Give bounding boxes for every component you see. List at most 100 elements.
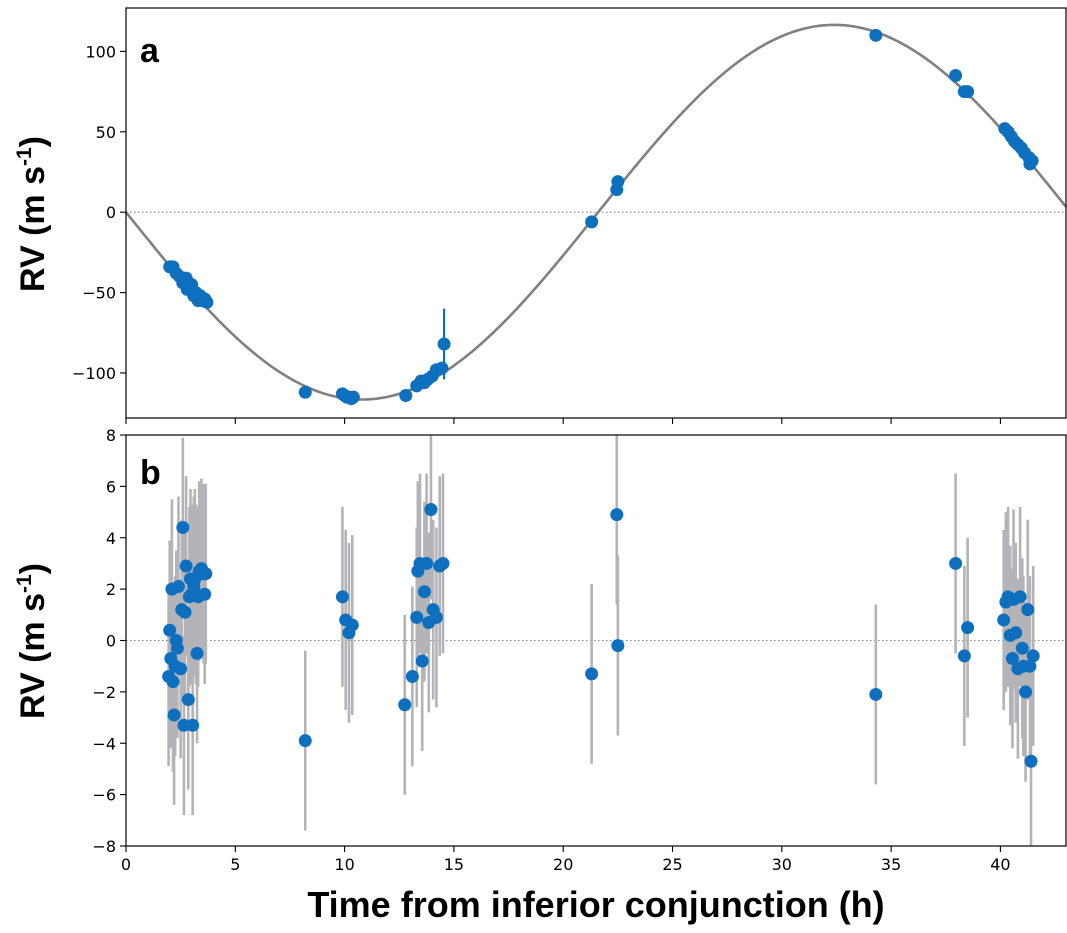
- panel-a-data-points: [163, 28, 1039, 406]
- data-point: [415, 654, 429, 668]
- data-point: [429, 610, 443, 624]
- data-point: [179, 559, 193, 573]
- panel-b-frame: [125, 434, 1067, 847]
- data-point: [611, 639, 625, 653]
- data-point: [178, 605, 192, 619]
- data-point: [398, 698, 412, 712]
- panel-b-errorbars: [167, 435, 1035, 846]
- y-tick-label: −2: [92, 683, 116, 702]
- x-tick-label: 30: [772, 855, 792, 874]
- data-point: [176, 520, 190, 534]
- panel-b-y-axis-title-sup: -1: [13, 574, 36, 593]
- x-tick-label: 35: [881, 855, 901, 874]
- panel-b-y-axis-title-close: ): [14, 563, 52, 574]
- data-point: [417, 585, 431, 599]
- data-point: [410, 610, 424, 624]
- data-point: [190, 646, 204, 660]
- data-point: [166, 675, 180, 689]
- data-point: [610, 508, 624, 522]
- data-point: [199, 567, 213, 581]
- data-point: [163, 623, 177, 637]
- data-point: [420, 556, 434, 570]
- y-tick-label: −6: [92, 786, 116, 805]
- data-point: [949, 69, 963, 83]
- panel-b-x-ticks: 0 5 10 15 20 25 30 35 40: [121, 846, 1011, 874]
- data-point: [346, 390, 360, 404]
- data-point: [200, 295, 214, 309]
- y-tick-label: −4: [92, 734, 116, 753]
- x-tick-label: 15: [444, 855, 464, 874]
- model-curve: [124, 23, 1067, 401]
- data-point: [437, 337, 451, 351]
- data-point: [869, 28, 883, 42]
- data-point: [345, 618, 359, 632]
- panel-b-y-axis-title: RV (m s-1): [13, 563, 52, 719]
- data-point: [167, 708, 181, 722]
- x-tick-label: 10: [334, 855, 354, 874]
- y-tick-label: 8: [106, 426, 116, 445]
- data-point: [1005, 651, 1019, 665]
- y-tick-label: 100: [85, 42, 116, 61]
- data-point: [1025, 154, 1039, 168]
- data-point: [171, 580, 185, 594]
- x-tick-label: 20: [553, 855, 573, 874]
- data-point: [585, 667, 599, 681]
- data-point: [186, 718, 200, 732]
- data-point: [174, 662, 188, 676]
- data-point: [181, 693, 195, 707]
- y-tick-label: −100: [72, 364, 116, 383]
- y-tick-label: −50: [82, 284, 116, 303]
- data-point: [1026, 649, 1040, 663]
- y-tick-label: −8: [92, 837, 116, 856]
- data-point: [198, 587, 212, 601]
- x-axis-title: Time from inferior conjunction (h): [307, 884, 884, 925]
- panel-a-y-axis-title-main: RV (m s: [14, 166, 52, 292]
- panel-a-x-ticks: [125, 418, 1001, 424]
- x-tick-label: 25: [662, 855, 682, 874]
- y-tick-label: 0: [106, 203, 116, 222]
- data-point: [611, 175, 625, 189]
- data-point: [1009, 626, 1023, 640]
- panel-a-frame: [125, 7, 1067, 419]
- panel-b: −8 −6 −4 −2 0 2 4 6 8 0 5 10 15 20 25 30 35 40 b: [92, 426, 1067, 874]
- data-point: [298, 385, 312, 399]
- panel-a: −100 −50 0 50 100 a: [72, 7, 1067, 424]
- panel-a-y-ticks: −100 −50 0 50 100: [72, 42, 126, 383]
- data-point: [170, 641, 184, 655]
- panel-a-y-axis-title-close: ): [14, 136, 52, 147]
- y-tick-label: 50: [96, 123, 116, 142]
- data-point: [399, 388, 413, 402]
- x-tick-label: 0: [121, 855, 131, 874]
- x-tick-label: 5: [230, 855, 240, 874]
- data-point: [585, 215, 599, 229]
- data-point: [1015, 641, 1029, 655]
- panel-b-data-points: [162, 502, 1040, 768]
- data-point: [961, 85, 975, 99]
- data-point: [436, 556, 450, 570]
- y-tick-label: 0: [106, 632, 116, 651]
- data-point: [869, 687, 883, 701]
- panel-b-y-ticks: −8 −6 −4 −2 0 2 4 6 8: [92, 426, 126, 856]
- data-point: [435, 361, 449, 375]
- data-point: [298, 734, 312, 748]
- data-point: [1021, 603, 1035, 617]
- y-tick-label: 2: [106, 580, 116, 599]
- y-tick-label: 6: [106, 477, 116, 496]
- data-point: [424, 502, 438, 516]
- panel-a-label: a: [140, 32, 160, 70]
- panel-a-model-curve: [124, 23, 1067, 401]
- panel-a-errorbars: [168, 32, 1034, 402]
- data-point: [949, 556, 963, 570]
- panel-a-y-axis-title-sup: -1: [13, 147, 36, 166]
- x-tick-label: 40: [990, 855, 1010, 874]
- data-point: [1013, 590, 1027, 604]
- data-point: [1024, 754, 1038, 768]
- data-point: [335, 590, 349, 604]
- panel-b-y-axis-title-main: RV (m s: [14, 593, 52, 719]
- data-point: [957, 649, 971, 663]
- panel-a-y-axis-title: RV (m s-1): [13, 136, 52, 292]
- y-tick-label: 4: [106, 529, 116, 548]
- data-point: [1023, 659, 1037, 673]
- data-point: [961, 621, 975, 635]
